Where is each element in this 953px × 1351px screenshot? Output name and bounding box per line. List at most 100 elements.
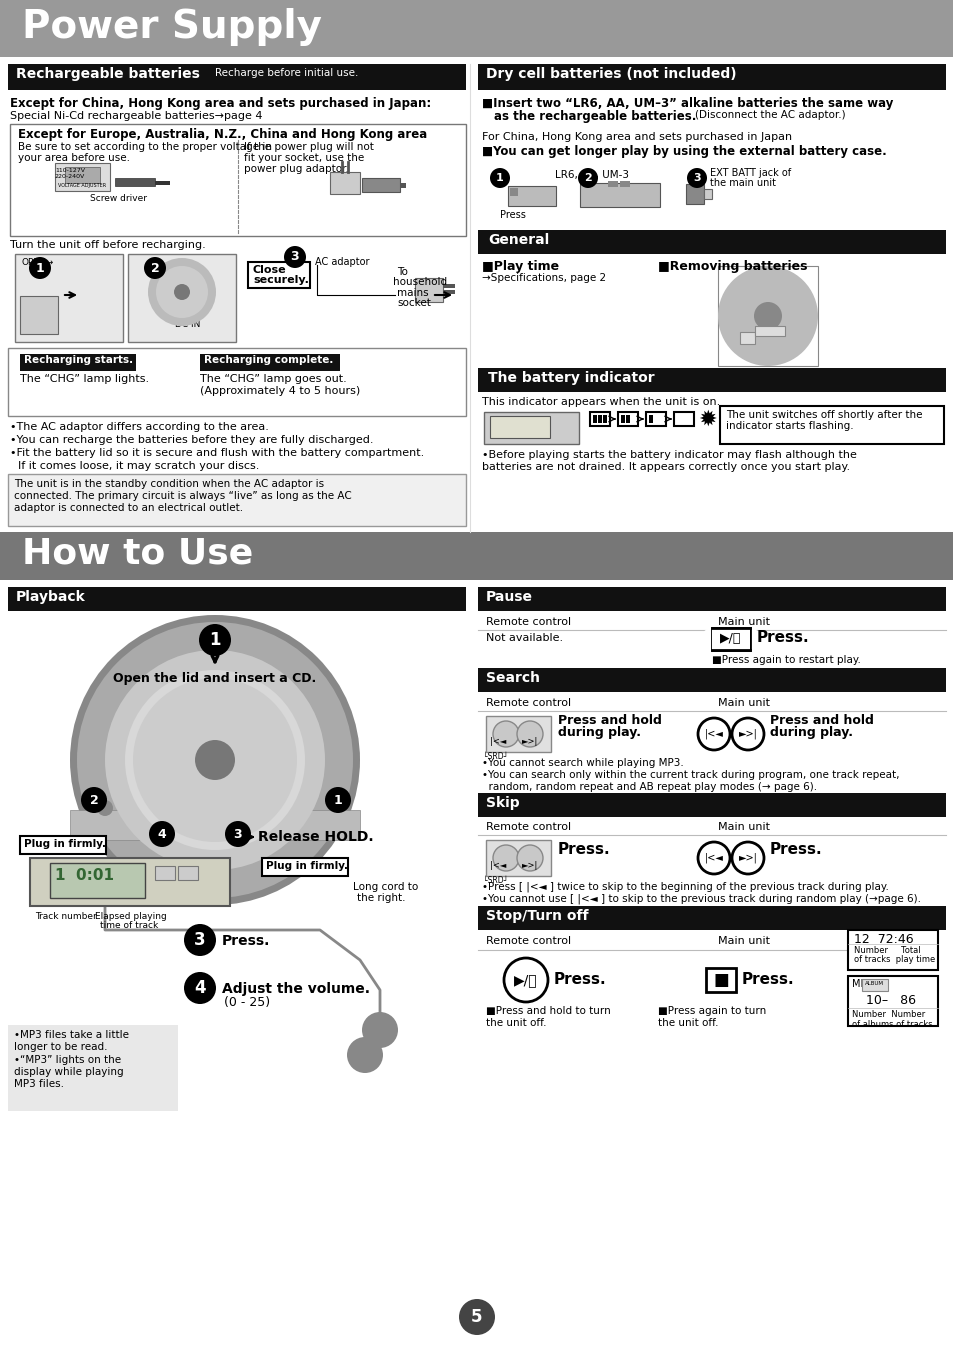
Text: ■Press and hold to turn: ■Press and hold to turn: [485, 1006, 610, 1016]
Circle shape: [731, 842, 763, 874]
Text: ■Press again to restart play.: ■Press again to restart play.: [711, 655, 860, 665]
Text: MP3: MP3: [851, 979, 872, 989]
Bar: [598, 415, 601, 423]
Bar: [65, 168, 100, 182]
Bar: [703, 189, 711, 199]
Bar: [602, 415, 606, 423]
Bar: [579, 182, 659, 207]
Text: Plug in firmly.: Plug in firmly.: [24, 839, 106, 848]
Circle shape: [718, 266, 817, 366]
Text: 1: 1: [496, 173, 503, 182]
Bar: [477, 367, 945, 392]
Text: ■Play time: ■Play time: [481, 259, 558, 273]
Text: Screw driver: Screw driver: [90, 195, 147, 203]
Bar: [620, 415, 624, 423]
Text: of tracks  play time: of tracks play time: [853, 955, 934, 965]
Bar: [330, 172, 359, 195]
Text: the unit off.: the unit off.: [485, 1019, 546, 1028]
Bar: [754, 326, 784, 336]
Text: Remote control: Remote control: [485, 936, 571, 946]
Text: 110-127V: 110-127V: [55, 168, 85, 173]
Circle shape: [493, 721, 518, 747]
Text: The unit is in the standby condition when the AC adaptor is: The unit is in the standby condition whe…: [14, 480, 324, 489]
Text: •The AC adaptor differs according to the area.: •The AC adaptor differs according to the…: [10, 422, 269, 432]
Circle shape: [753, 303, 781, 330]
Text: •You can search only within the current track during program, one track repeat,: •You can search only within the current …: [481, 770, 899, 780]
Text: 3: 3: [194, 931, 206, 948]
Text: 3: 3: [693, 173, 700, 182]
Circle shape: [700, 628, 722, 650]
Circle shape: [29, 257, 51, 280]
Bar: [399, 182, 406, 188]
Text: Open the lid and insert a CD.: Open the lid and insert a CD.: [113, 671, 316, 685]
Text: of albums of tracks: of albums of tracks: [851, 1020, 932, 1029]
Circle shape: [125, 670, 305, 850]
Text: →Specifications, page 2: →Specifications, page 2: [481, 273, 605, 282]
Text: Special Ni-Cd rechargeable batteries→page 4: Special Ni-Cd rechargeable batteries→pag…: [10, 111, 262, 122]
Bar: [607, 181, 618, 186]
Text: •You cannot search while playing MP3.: •You cannot search while playing MP3.: [481, 758, 683, 767]
Text: adaptor is connected to an electrical outlet.: adaptor is connected to an electrical ou…: [14, 503, 243, 513]
Text: If it comes loose, it may scratch your discs.: If it comes loose, it may scratch your d…: [18, 461, 259, 471]
Bar: [593, 415, 597, 423]
Bar: [20, 354, 136, 372]
Text: Adjust the volume.: Adjust the volume.: [222, 982, 370, 996]
Text: Press.: Press.: [757, 630, 809, 644]
Bar: [477, 63, 945, 91]
Text: •“MP3” lights on the: •“MP3” lights on the: [14, 1055, 121, 1065]
Bar: [415, 278, 442, 303]
Circle shape: [173, 284, 190, 300]
Bar: [200, 354, 339, 372]
Text: How to Use: How to Use: [22, 536, 253, 570]
Text: display while playing: display while playing: [14, 1067, 124, 1077]
Text: (Disconnect the AC adaptor.): (Disconnect the AC adaptor.): [695, 109, 844, 120]
Bar: [711, 628, 749, 650]
Text: during play.: during play.: [558, 725, 640, 739]
Text: mains: mains: [396, 288, 428, 299]
Text: •Before playing starts the battery indicator may flash although the: •Before playing starts the battery indic…: [481, 450, 856, 459]
Text: Elapsed playing: Elapsed playing: [95, 912, 167, 921]
Bar: [625, 415, 629, 423]
Text: 2: 2: [583, 173, 591, 182]
Circle shape: [184, 971, 215, 1004]
Text: Close: Close: [253, 265, 286, 276]
Circle shape: [698, 717, 729, 750]
Text: LR6, AA, UM-3: LR6, AA, UM-3: [555, 170, 628, 180]
Text: Press and hold: Press and hold: [558, 713, 661, 727]
Bar: [55, 163, 110, 190]
Text: ■Press again to turn: ■Press again to turn: [658, 1006, 765, 1016]
Text: ►>|: ►>|: [521, 738, 537, 747]
Text: Main unit: Main unit: [718, 936, 769, 946]
Text: Main unit: Main unit: [718, 617, 769, 627]
Bar: [8, 349, 465, 416]
Text: •Fit the battery lid so it is secure and flush with the battery compartment.: •Fit the battery lid so it is secure and…: [10, 449, 424, 458]
Bar: [248, 262, 310, 288]
Text: DC IN: DC IN: [174, 320, 200, 330]
Text: •You cannot use [ |<◄ ] to skip to the previous track during random play (→page : •You cannot use [ |<◄ ] to skip to the p…: [481, 894, 920, 905]
Bar: [15, 254, 123, 342]
Text: Stop/Turn off: Stop/Turn off: [485, 909, 588, 923]
Text: The “CHG” lamp goes out.: The “CHG” lamp goes out.: [200, 374, 346, 384]
Circle shape: [458, 1300, 495, 1335]
Text: during play.: during play.: [769, 725, 852, 739]
Circle shape: [503, 958, 547, 1002]
Text: as the rechargeable batteries.: as the rechargeable batteries.: [494, 109, 700, 123]
Text: |<◄: |<◄: [704, 852, 722, 863]
Bar: [477, 230, 945, 254]
Text: Number  Number: Number Number: [851, 1011, 924, 1019]
Text: Recharging starts.: Recharging starts.: [24, 355, 133, 365]
Bar: [485, 840, 551, 875]
Circle shape: [194, 740, 234, 780]
Text: VOLTAGE ADJUSTER: VOLTAGE ADJUSTER: [58, 182, 106, 188]
Text: Main unit: Main unit: [718, 821, 769, 832]
Text: 2: 2: [90, 793, 98, 807]
Circle shape: [361, 1012, 397, 1048]
Bar: [20, 836, 106, 854]
Text: MP3 files.: MP3 files.: [14, 1079, 64, 1089]
Text: Recharging complete.: Recharging complete.: [204, 355, 333, 365]
Text: AC adaptor: AC adaptor: [314, 257, 369, 267]
Text: The battery indicator: The battery indicator: [488, 372, 654, 385]
Bar: [442, 290, 455, 295]
Circle shape: [81, 788, 107, 813]
Bar: [361, 178, 399, 192]
